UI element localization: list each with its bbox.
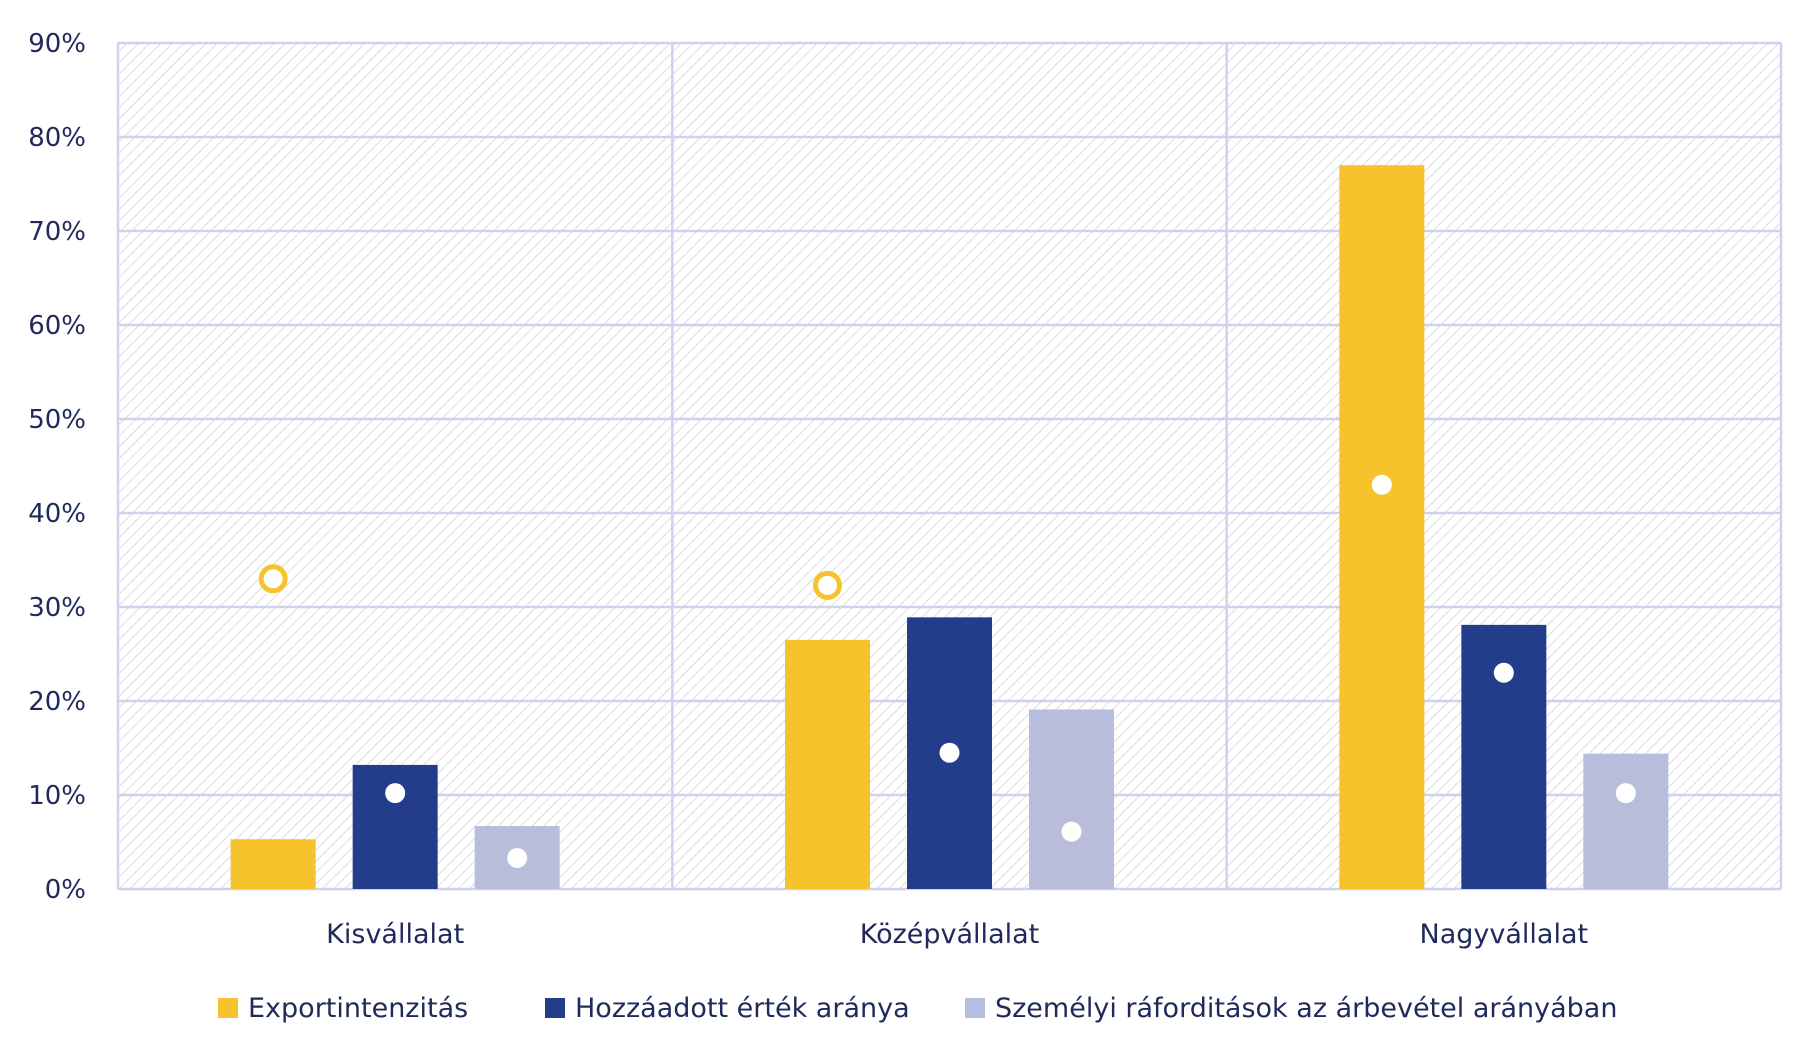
x-axis-categories: Kisvállalat Középvállalat Nagyvállalat bbox=[326, 919, 1588, 950]
y-tick-label: 60% bbox=[28, 311, 86, 341]
marker-1-0 bbox=[813, 570, 842, 600]
y-tick-label: 90% bbox=[28, 29, 86, 59]
legend: Exportintenzitás Hozzáadott érték aránya S… bbox=[218, 993, 1617, 1024]
bar-1-2 bbox=[1029, 709, 1114, 889]
bar-0-0 bbox=[230, 839, 316, 889]
y-tick-label: 30% bbox=[28, 593, 86, 623]
legend-swatch bbox=[545, 998, 565, 1018]
marker-1-1 bbox=[939, 742, 960, 763]
y-tick-label: 70% bbox=[28, 217, 86, 247]
y-tick-label: 50% bbox=[28, 405, 86, 435]
y-tick-label: 40% bbox=[28, 499, 86, 529]
y-tick-label: 80% bbox=[28, 123, 86, 153]
y-tick-label: 20% bbox=[28, 687, 86, 717]
marker-0-2 bbox=[507, 847, 528, 868]
legend-label: Személyi ráforditások az árbevétel arány… bbox=[995, 993, 1617, 1024]
legend-swatch bbox=[218, 998, 238, 1018]
marker-0-0 bbox=[258, 564, 288, 594]
marker-2-1 bbox=[1493, 662, 1514, 683]
marker-1-2 bbox=[1061, 821, 1082, 842]
bar-2-2 bbox=[1583, 753, 1669, 889]
markers bbox=[258, 474, 1636, 868]
legend-label: Hozzáadott érték aránya bbox=[575, 993, 910, 1024]
y-tick-label: 0% bbox=[45, 875, 86, 905]
bar-2-0 bbox=[1339, 165, 1425, 889]
marker-2-0 bbox=[1371, 474, 1392, 495]
y-tick-label: 10% bbox=[28, 781, 86, 811]
y-axis-ticks: 0% 10% 20% 30% 40% 50% 60% 70% 80% 90% bbox=[28, 29, 86, 905]
bar-1-0 bbox=[785, 639, 870, 889]
category-label: Középvállalat bbox=[860, 919, 1040, 950]
legend-swatch bbox=[965, 998, 985, 1018]
legend-label: Exportintenzitás bbox=[248, 993, 468, 1024]
marker-2-2 bbox=[1615, 783, 1636, 804]
category-label: Kisvállalat bbox=[326, 919, 464, 950]
category-label: Nagyvállalat bbox=[1420, 919, 1589, 950]
marker-0-1 bbox=[385, 783, 406, 804]
